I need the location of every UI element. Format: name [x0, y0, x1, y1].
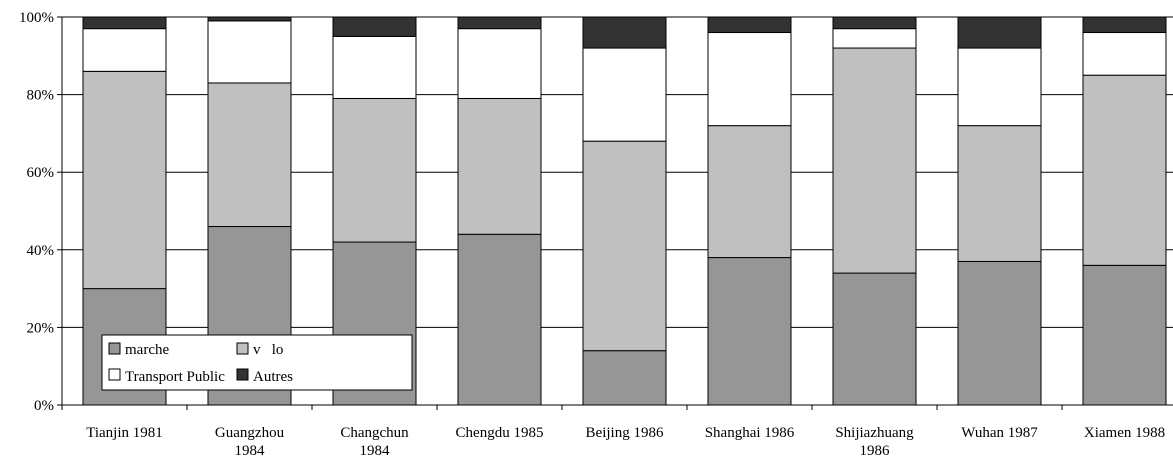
bar-segment-v-lo — [707, 125, 792, 259]
bar-segment-v-lo — [832, 47, 917, 274]
legend-swatch-autres — [236, 368, 249, 381]
legend-swatch-velo — [236, 342, 249, 355]
bar-segment-autres — [457, 16, 542, 30]
axes — [57, 16, 1173, 410]
bar-segment-transport-public — [832, 28, 917, 49]
bar-segment-v-lo — [82, 70, 167, 290]
bar-segment-transport-public — [332, 35, 417, 99]
x-tick-label: Shijiazhuang 1986 — [835, 425, 914, 458]
x-tick-label: Xiamen 1988 — [1084, 425, 1165, 441]
legend-label-marche: marche — [125, 342, 169, 358]
bar-segment-v-lo — [207, 82, 292, 228]
legend-swatch-marche — [108, 342, 121, 355]
bar-segment-autres — [82, 16, 167, 30]
bar-segment-transport-public — [82, 28, 167, 72]
bar-segment-autres — [332, 16, 417, 37]
bar-segment-autres — [832, 16, 917, 30]
bars — [82, 16, 1167, 406]
y-tick-label: 100% — [19, 10, 54, 26]
bar-segment-autres — [707, 16, 792, 34]
bar-segment-marche — [457, 233, 542, 406]
bar-segment-autres — [957, 16, 1042, 49]
bar-segment-v-lo — [457, 97, 542, 235]
y-tick-labels: 0% 20% 40% 60% 80% 100% — [19, 10, 54, 414]
bar-segment-autres — [1082, 16, 1167, 34]
bar-segment-autres — [207, 16, 292, 22]
y-tick-label: 60% — [27, 165, 55, 181]
bar-segment-v-lo — [1082, 74, 1167, 266]
x-tick-label: Shanghai 1986 — [705, 425, 795, 441]
x-tick-label: Chengdu 1985 — [456, 425, 544, 441]
bar-segment-v-lo — [957, 125, 1042, 262]
legend: marche v lo Transport Public Autres — [101, 334, 413, 391]
legend-label-autres: Autres — [253, 369, 293, 385]
x-tick-label: Beijing 1986 — [586, 425, 664, 441]
x-tick-label: Changchun 1984 — [340, 425, 409, 458]
x-tick-label: Tianjin 1981 — [86, 425, 163, 441]
bar-segment-transport-public — [457, 28, 542, 99]
y-tick-label: 20% — [27, 320, 55, 336]
legend-label-transport-public: Transport Public — [125, 369, 225, 385]
legend-box — [101, 334, 413, 391]
bar-segment-transport-public — [957, 47, 1042, 127]
y-tick-label: 40% — [27, 243, 55, 259]
x-tick-labels: Tianjin 1981 Guangzhou 1984 Changchun 1984 Ch… — [86, 425, 1165, 458]
x-tick-label: Wuhan 1987 — [961, 425, 1038, 441]
legend-swatch-transport-public — [108, 368, 121, 381]
bar-segment-marche — [832, 272, 917, 406]
bar-segment-marche — [957, 260, 1042, 406]
bar-segment-transport-public — [582, 47, 667, 142]
bar-segment-v-lo — [582, 140, 667, 352]
bar-segment-marche — [1082, 264, 1167, 406]
y-tick-label: 80% — [27, 88, 55, 104]
bar-segment-autres — [582, 16, 667, 49]
bar-segment-transport-public — [207, 20, 292, 84]
bar-segment-v-lo — [332, 97, 417, 243]
bar-segment-transport-public — [707, 32, 792, 127]
x-tick-label: Guangzhou 1984 — [215, 425, 285, 458]
bar-segment-marche — [582, 350, 667, 406]
legend-label-velo: v lo — [253, 342, 283, 358]
y-tick-label: 0% — [34, 398, 54, 414]
bar-segment-transport-public — [1082, 32, 1167, 76]
bar-segment-marche — [707, 257, 792, 406]
